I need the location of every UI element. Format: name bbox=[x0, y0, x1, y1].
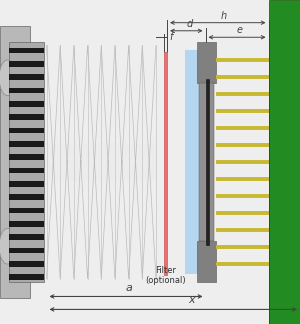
Bar bbox=[9, 181, 44, 187]
Text: Filter
(optional): Filter (optional) bbox=[145, 266, 186, 285]
Bar bbox=[9, 194, 44, 200]
Text: a: a bbox=[126, 283, 132, 293]
Bar bbox=[9, 128, 44, 133]
Bar bbox=[9, 42, 44, 282]
Bar bbox=[46, 143, 156, 181]
Bar bbox=[9, 261, 44, 267]
Bar bbox=[9, 114, 44, 120]
Bar bbox=[9, 274, 44, 280]
Bar bbox=[206, 79, 209, 245]
Bar bbox=[268, 0, 300, 324]
Bar bbox=[9, 248, 44, 253]
Text: f: f bbox=[169, 32, 173, 42]
Bar bbox=[9, 48, 44, 53]
Bar bbox=[0, 26, 30, 298]
Bar bbox=[9, 168, 44, 173]
Ellipse shape bbox=[0, 60, 16, 96]
Bar bbox=[9, 234, 44, 240]
Text: e: e bbox=[237, 25, 243, 35]
Bar bbox=[9, 208, 44, 213]
Bar bbox=[196, 42, 216, 83]
Bar bbox=[9, 75, 44, 80]
Bar bbox=[9, 221, 44, 226]
Bar bbox=[9, 154, 44, 160]
Bar bbox=[199, 83, 214, 241]
Ellipse shape bbox=[0, 228, 16, 264]
Bar bbox=[196, 241, 216, 282]
Bar bbox=[9, 88, 44, 93]
Bar bbox=[9, 101, 44, 107]
Bar bbox=[184, 50, 204, 274]
Bar bbox=[9, 61, 44, 67]
Bar bbox=[9, 141, 44, 147]
Text: h: h bbox=[221, 11, 227, 21]
Text: x: x bbox=[188, 295, 195, 305]
Text: d: d bbox=[186, 19, 192, 29]
Bar bbox=[164, 52, 167, 275]
